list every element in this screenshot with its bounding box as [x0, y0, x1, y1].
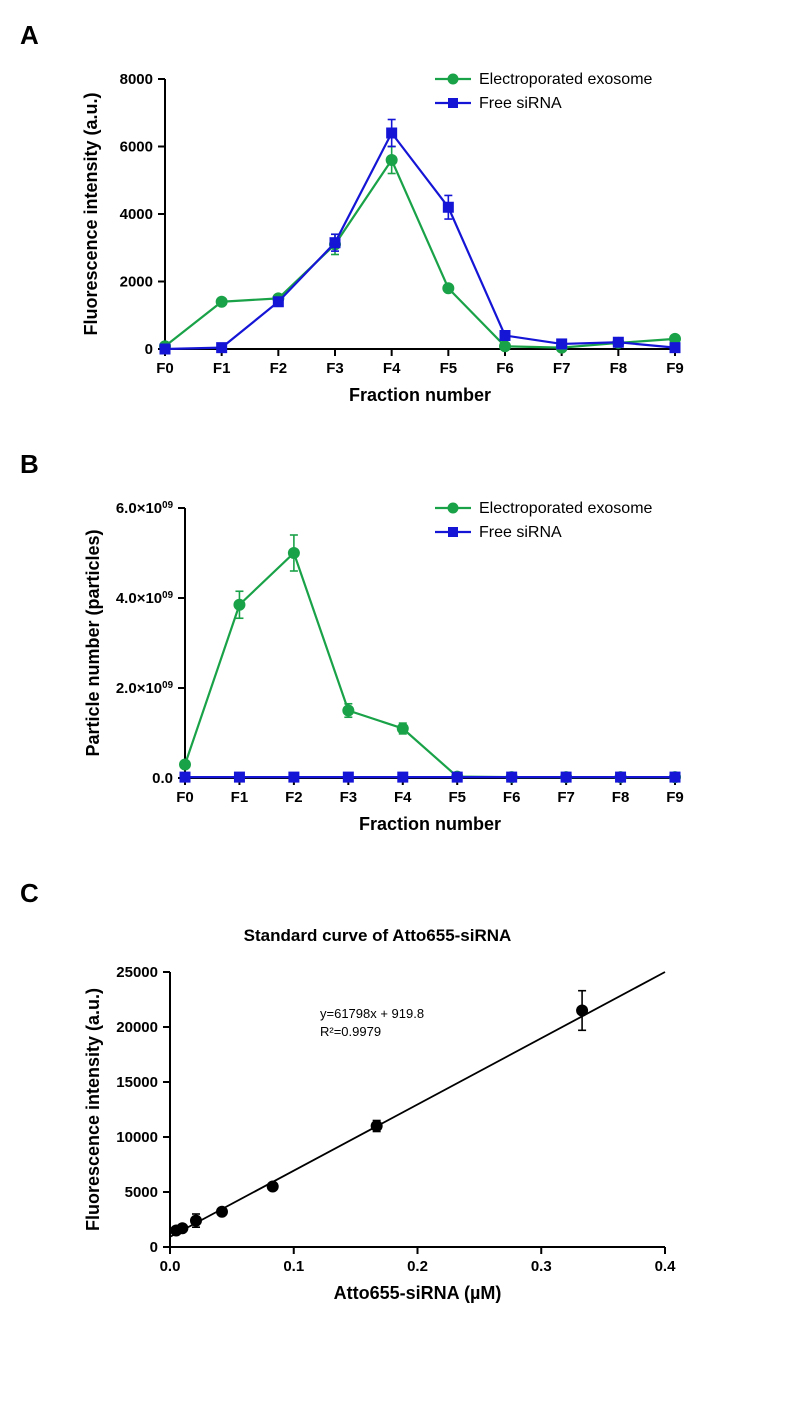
svg-text:y=61798x + 919.8: y=61798x + 919.8 — [320, 1006, 424, 1021]
panel-b-chart: 0.0 2.0×1009 4.0×1009 6.0×1009 F0 F1 F2 F3 F4 F5 F… — [75, 488, 780, 848]
svg-text:Free siRNA: Free siRNA — [479, 95, 562, 112]
svg-text:5000: 5000 — [125, 1184, 158, 1201]
svg-text:F3: F3 — [326, 360, 344, 377]
svg-text:F0: F0 — [156, 360, 174, 377]
svg-text:0.2: 0.2 — [407, 1258, 428, 1275]
svg-text:2000: 2000 — [120, 274, 153, 291]
svg-text:F9: F9 — [666, 789, 684, 806]
svg-text:0.3: 0.3 — [531, 1258, 552, 1275]
panel-a-label: A — [20, 20, 780, 51]
panel-a-chart: 0 2000 4000 6000 8000 F0 F1 F2 F3 F4 F5 F6 F7 F8 F9 Fra… — [75, 59, 780, 419]
svg-text:Fraction number: Fraction number — [359, 814, 501, 834]
svg-text:6.0×1009: 6.0×1009 — [116, 500, 174, 518]
panel-c-chart: Standard curve of Atto655-siRNA 0 5000 1000… — [75, 917, 780, 1317]
svg-text:F2: F2 — [270, 360, 288, 377]
svg-text:10000: 10000 — [116, 1129, 158, 1146]
svg-text:F7: F7 — [553, 360, 571, 377]
svg-text:15000: 15000 — [116, 1074, 158, 1091]
svg-text:0.4: 0.4 — [655, 1258, 677, 1275]
svg-text:F9: F9 — [666, 360, 684, 377]
svg-text:0: 0 — [145, 341, 153, 358]
panel-c-label: C — [20, 878, 780, 909]
svg-text:0.0: 0.0 — [152, 770, 173, 787]
panel-b-label: B — [20, 449, 780, 480]
svg-text:4000: 4000 — [120, 206, 153, 223]
svg-text:2.0×1009: 2.0×1009 — [116, 680, 174, 698]
svg-text:F3: F3 — [340, 789, 358, 806]
svg-text:F6: F6 — [496, 360, 514, 377]
svg-text:Electroporated exosome: Electroporated exosome — [479, 500, 653, 517]
panel-a: A 0 2000 4000 6000 8000 F0 F1 F2 F3 F4 F5 F6 F7 F8 F9 F… — [20, 20, 780, 419]
svg-text:F1: F1 — [231, 789, 249, 806]
svg-text:0: 0 — [150, 1239, 158, 1256]
svg-text:6000: 6000 — [120, 139, 153, 156]
panel-b: B 0.0 2.0×1009 4.0×1009 6.0×1009 F0 F1 F2 F3 F4 F… — [20, 449, 780, 848]
svg-text:F4: F4 — [383, 360, 401, 377]
panel-c: C Standard curve of Atto655-siRNA 0 5000 10… — [20, 878, 780, 1317]
svg-text:Standard curve of Atto655-siRN: Standard curve of Atto655-siRNA — [244, 926, 512, 945]
svg-text:Atto655-siRNA (µM): Atto655-siRNA (µM) — [334, 1283, 502, 1303]
svg-text:F5: F5 — [440, 360, 458, 377]
svg-text:0.0: 0.0 — [160, 1258, 181, 1275]
svg-text:4.0×1009: 4.0×1009 — [116, 590, 174, 608]
svg-text:Fraction number: Fraction number — [349, 385, 491, 405]
svg-text:Free siRNA: Free siRNA — [479, 524, 562, 541]
svg-text:0.1: 0.1 — [283, 1258, 304, 1275]
svg-text:F8: F8 — [612, 789, 630, 806]
svg-text:Fluorescence intensity (a.u.): Fluorescence intensity (a.u.) — [83, 988, 103, 1231]
svg-text:8000: 8000 — [120, 71, 153, 88]
svg-text:25000: 25000 — [116, 964, 158, 981]
svg-text:F6: F6 — [503, 789, 521, 806]
svg-text:R²=0.9979: R²=0.9979 — [320, 1024, 381, 1039]
svg-text:F5: F5 — [448, 789, 466, 806]
svg-text:20000: 20000 — [116, 1019, 158, 1036]
svg-text:Particle number (particles): Particle number (particles) — [83, 529, 103, 756]
svg-text:F0: F0 — [176, 789, 194, 806]
svg-text:Fluorescence intensity (a.u.): Fluorescence intensity (a.u.) — [81, 92, 101, 335]
svg-text:Electroporated exosome: Electroporated exosome — [479, 71, 653, 88]
svg-text:F2: F2 — [285, 789, 303, 806]
svg-text:F7: F7 — [557, 789, 575, 806]
svg-text:F1: F1 — [213, 360, 231, 377]
svg-text:F8: F8 — [610, 360, 628, 377]
svg-text:F4: F4 — [394, 789, 412, 806]
